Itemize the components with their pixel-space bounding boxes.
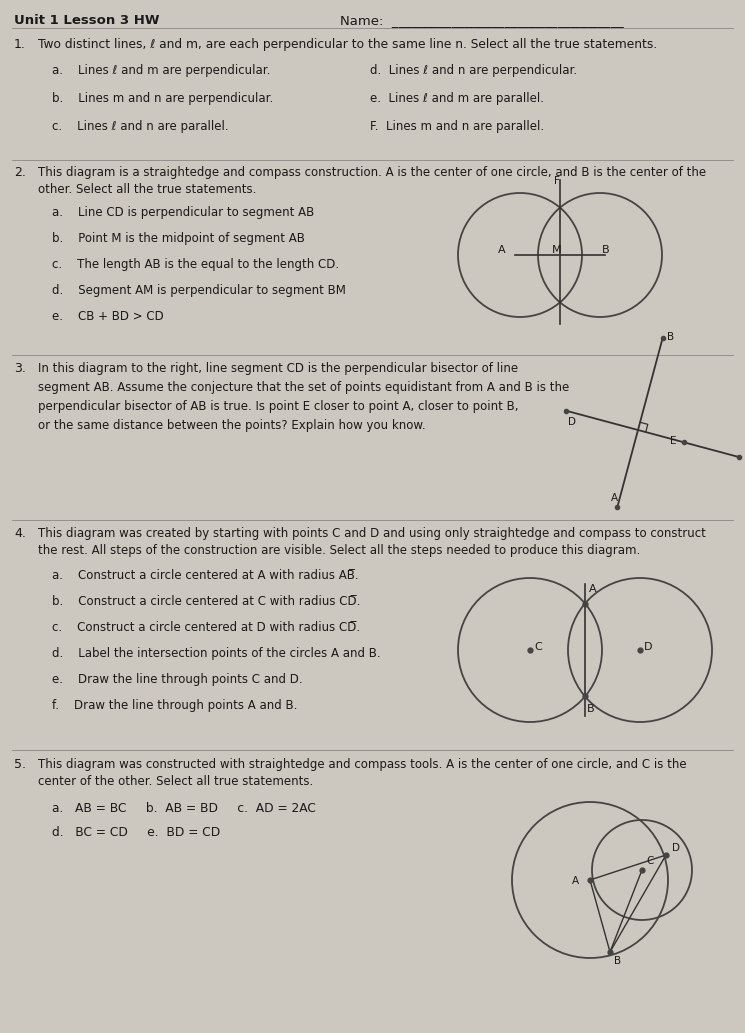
Text: 5.: 5. (14, 758, 26, 771)
Text: C: C (534, 641, 542, 652)
Text: e.    Draw the line through points C and D.: e. Draw the line through points C and D. (52, 674, 302, 686)
Text: c.    Construct a circle centered at D with radius CD̅.: c. Construct a circle centered at D with… (52, 621, 360, 634)
Text: E: E (670, 436, 677, 446)
Text: C: C (646, 856, 653, 866)
Text: B: B (587, 705, 595, 715)
Text: Name:  ___________________________________: Name: __________________________________… (340, 14, 624, 27)
Text: segment AB. Assume the conjecture that the set of points equidistant from A and : segment AB. Assume the conjecture that t… (38, 381, 569, 394)
Text: This diagram was constructed with straightedge and compass tools. A is the cente: This diagram was constructed with straig… (38, 758, 687, 771)
Text: In this diagram to the right, line segment CD is the perpendicular bisector of l: In this diagram to the right, line segme… (38, 362, 518, 375)
Text: b.    Construct a circle centered at C with radius CD̅.: b. Construct a circle centered at C with… (52, 595, 361, 608)
Text: c.    The length AB is the equal to the length CD.: c. The length AB is the equal to the len… (52, 258, 339, 271)
Text: the rest. All steps of the construction are visible. Select all the steps needed: the rest. All steps of the construction … (38, 544, 640, 557)
Text: A: A (612, 494, 618, 503)
Text: a.    Lines ℓ and m are perpendicular.: a. Lines ℓ and m are perpendicular. (52, 64, 270, 77)
Text: 4.: 4. (14, 527, 26, 540)
Text: F.  Lines m and n are parallel.: F. Lines m and n are parallel. (370, 120, 544, 133)
Text: other. Select all the true statements.: other. Select all the true statements. (38, 183, 256, 196)
Text: perpendicular bisector of AB is true. Is point E closer to point A, closer to po: perpendicular bisector of AB is true. Is… (38, 400, 519, 413)
Text: M: M (552, 245, 562, 255)
Text: A: A (498, 245, 506, 255)
Text: b.    Point M is the midpoint of segment AB: b. Point M is the midpoint of segment AB (52, 232, 305, 245)
Text: This diagram is a straightedge and compass construction. A is the center of one : This diagram is a straightedge and compa… (38, 166, 706, 179)
Text: 1.: 1. (14, 38, 26, 51)
Text: d.    Segment AM is perpendicular to segment BM: d. Segment AM is perpendicular to segmen… (52, 284, 346, 298)
Text: 2.: 2. (14, 166, 26, 179)
Text: a.    Construct a circle centered at A with radius AB̅.: a. Construct a circle centered at A with… (52, 569, 358, 582)
Text: c.    Lines ℓ and n are parallel.: c. Lines ℓ and n are parallel. (52, 120, 229, 133)
Text: d.  Lines ℓ and n are perpendicular.: d. Lines ℓ and n are perpendicular. (370, 64, 577, 77)
Text: A: A (572, 876, 579, 886)
Text: F: F (554, 176, 560, 186)
Text: D: D (568, 416, 576, 427)
Text: This diagram was created by starting with points C and D and using only straight: This diagram was created by starting wit… (38, 527, 706, 540)
Text: B: B (667, 333, 673, 342)
Text: center of the other. Select all true statements.: center of the other. Select all true sta… (38, 775, 313, 788)
Text: B: B (602, 245, 609, 255)
Text: B: B (614, 956, 621, 966)
Text: e.    CB + BD > CD: e. CB + BD > CD (52, 310, 164, 323)
Text: f.    Draw the line through points A and B.: f. Draw the line through points A and B. (52, 699, 297, 712)
Text: 3.: 3. (14, 362, 26, 375)
Text: d.   BC = CD     e.  BD = CD: d. BC = CD e. BD = CD (52, 826, 221, 839)
Text: D: D (672, 843, 680, 853)
Text: D: D (644, 641, 653, 652)
Text: e.  Lines ℓ and m are parallel.: e. Lines ℓ and m are parallel. (370, 92, 544, 105)
Text: a.    Line CD is perpendicular to segment AB: a. Line CD is perpendicular to segment A… (52, 206, 314, 219)
Text: Two distinct lines, ℓ and m, are each perpendicular to the same line n. Select a: Two distinct lines, ℓ and m, are each pe… (38, 38, 657, 51)
Text: d.    Label the intersection points of the circles A and B.: d. Label the intersection points of the … (52, 647, 381, 660)
Text: A: A (589, 584, 597, 594)
Text: a.   AB = BC     b.  AB = BD     c.  AD = 2AC: a. AB = BC b. AB = BD c. AD = 2AC (52, 802, 316, 815)
Text: Unit 1 Lesson 3 HW: Unit 1 Lesson 3 HW (14, 14, 159, 27)
Text: b.    Lines m and n are perpendicular.: b. Lines m and n are perpendicular. (52, 92, 273, 105)
Text: or the same distance between the points? Explain how you know.: or the same distance between the points?… (38, 419, 425, 432)
